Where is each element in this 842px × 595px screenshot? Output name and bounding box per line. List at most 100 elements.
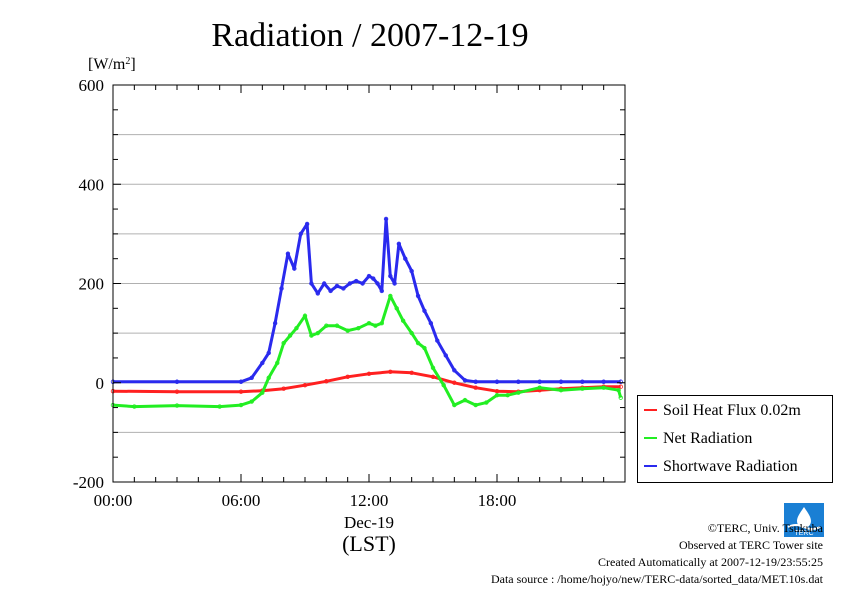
data-point-shortwave-radiation <box>354 278 359 284</box>
data-point-net-radiation <box>452 402 457 408</box>
data-point-shortwave-radiation <box>341 286 346 291</box>
data-point-net-radiation <box>373 323 378 328</box>
footer-created: Created Automatically at 2007-12-19/23:5… <box>598 555 823 569</box>
data-point-soil-heat-flux-0-02m <box>174 389 180 394</box>
data-point-soil-heat-flux-0-02m <box>238 389 244 394</box>
data-point-net-radiation <box>558 387 564 393</box>
data-point-net-radiation <box>580 386 585 391</box>
data-point-shortwave-radiation <box>379 288 384 294</box>
x-tick-label: 06:00 <box>222 491 261 510</box>
data-point-shortwave-radiation <box>403 256 408 261</box>
legend-swatch-net-radiation <box>644 437 657 440</box>
data-point-net-radiation <box>537 385 542 390</box>
y-tick-label: -200 <box>73 473 104 492</box>
data-point-net-radiation <box>281 340 286 346</box>
data-point-shortwave-radiation <box>537 379 542 384</box>
data-point-shortwave-radiation <box>266 350 271 356</box>
data-point-net-radiation <box>174 403 180 408</box>
legend-label-soil-heat-flux: Soil Heat Flux 0.02m <box>663 402 801 419</box>
data-point-shortwave-radiation <box>428 321 434 326</box>
data-point-shortwave-radiation <box>279 286 284 291</box>
legend-swatch-soil-heat-flux <box>644 409 657 412</box>
data-point-shortwave-radiation <box>601 379 606 384</box>
data-point-shortwave-radiation <box>304 221 310 227</box>
data-point-shortwave-radiation <box>334 283 340 289</box>
data-point-net-radiation <box>266 375 271 380</box>
data-point-shortwave-radiation <box>174 379 180 384</box>
data-point-soil-heat-flux-0-02m <box>302 383 308 388</box>
data-point-shortwave-radiation <box>347 281 352 286</box>
data-point-shortwave-radiation <box>558 379 564 384</box>
footer-source: Data source : /home/hojyo/new/TERC-data/… <box>490 572 823 586</box>
x-axis-lst-label: (LST) <box>342 531 396 556</box>
logo-text: TERC <box>794 530 813 537</box>
data-point-net-radiation <box>379 321 384 326</box>
data-point-shortwave-radiation <box>322 281 327 286</box>
data-point-shortwave-radiation <box>285 251 291 256</box>
x-axis-date-label: Dec-19 <box>344 513 394 532</box>
data-point-shortwave-radiation <box>272 321 278 326</box>
data-point-soil-heat-flux-0-02m <box>409 370 414 376</box>
chart-title: Radiation / 2007-12-19 <box>211 17 528 54</box>
data-point-net-radiation <box>217 404 222 409</box>
footer-site: Observed at TERC Tower site <box>678 538 823 552</box>
data-point-net-radiation <box>618 395 623 400</box>
data-point-shortwave-radiation <box>392 281 397 286</box>
data-point-soil-heat-flux-0-02m <box>281 386 286 391</box>
data-point-shortwave-radiation <box>309 281 314 286</box>
data-point-shortwave-radiation <box>360 281 365 286</box>
data-point-net-radiation <box>294 325 299 331</box>
data-point-net-radiation <box>388 293 393 299</box>
data-point-net-radiation <box>309 333 314 338</box>
data-point-soil-heat-flux-0-02m <box>388 369 393 375</box>
footer-copyright: ©TERC, Univ. Tsukuba <box>707 521 823 535</box>
series-line-shortwave-radiation <box>113 217 621 384</box>
data-point-net-radiation <box>415 340 421 346</box>
data-point-shortwave-radiation <box>249 375 254 380</box>
data-point-shortwave-radiation <box>375 281 380 286</box>
data-point-shortwave-radiation <box>422 308 427 313</box>
y-tick-label: 0 <box>96 374 105 393</box>
x-tick-label: 18:00 <box>478 491 517 510</box>
data-point-shortwave-radiation <box>443 353 448 358</box>
data-point-net-radiation <box>505 392 510 398</box>
data-point-net-radiation <box>249 399 254 404</box>
data-point-net-radiation <box>334 323 340 328</box>
data-point-shortwave-radiation <box>383 216 389 222</box>
data-point-net-radiation <box>260 390 265 395</box>
data-point-shortwave-radiation <box>371 276 376 281</box>
axis-ticks: -200 0 200 400 600 00:00 06:00 12:00 18:00 <box>73 76 626 510</box>
terc-logo-icon: TERC <box>784 503 824 537</box>
legend-item-soil-heat-flux: Soil Heat Flux 0.02m <box>644 400 801 422</box>
data-point-soil-heat-flux-0-02m <box>430 374 436 379</box>
y-tick-label: 600 <box>79 76 105 95</box>
data-point-shortwave-radiation <box>473 379 478 384</box>
legend-swatch-shortwave-radiation <box>644 465 657 468</box>
data-point-shortwave-radiation <box>238 379 244 384</box>
data-point-shortwave-radiation <box>396 241 402 246</box>
y-tick-label: 400 <box>79 175 105 194</box>
data-point-net-radiation <box>132 404 137 409</box>
x-tick-label: 00:00 <box>94 491 133 510</box>
data-point-net-radiation <box>238 402 244 408</box>
data-point-shortwave-radiation <box>580 379 585 384</box>
data-point-net-radiation <box>430 365 436 371</box>
data-point-net-radiation <box>601 385 606 390</box>
data-point-shortwave-radiation <box>516 379 521 384</box>
data-point-net-radiation <box>494 392 500 398</box>
data-point-shortwave-radiation <box>462 378 468 383</box>
data-point-shortwave-radiation <box>328 288 333 294</box>
data-point-net-radiation <box>441 383 446 388</box>
data-point-net-radiation <box>473 402 478 408</box>
y-tick-label: 200 <box>79 275 105 294</box>
data-point-net-radiation <box>462 397 468 403</box>
legend-item-shortwave-radiation: Shortwave Radiation <box>644 456 798 478</box>
data-point-soil-heat-flux-0-02m <box>473 385 478 390</box>
data-point-net-radiation <box>315 330 320 336</box>
y-axis-units-label: [W/m2] <box>88 56 136 74</box>
data-point-net-radiation <box>356 325 361 331</box>
data-point-shortwave-radiation <box>292 266 297 271</box>
data-point-shortwave-radiation <box>388 273 393 279</box>
data-point-net-radiation <box>275 360 280 366</box>
